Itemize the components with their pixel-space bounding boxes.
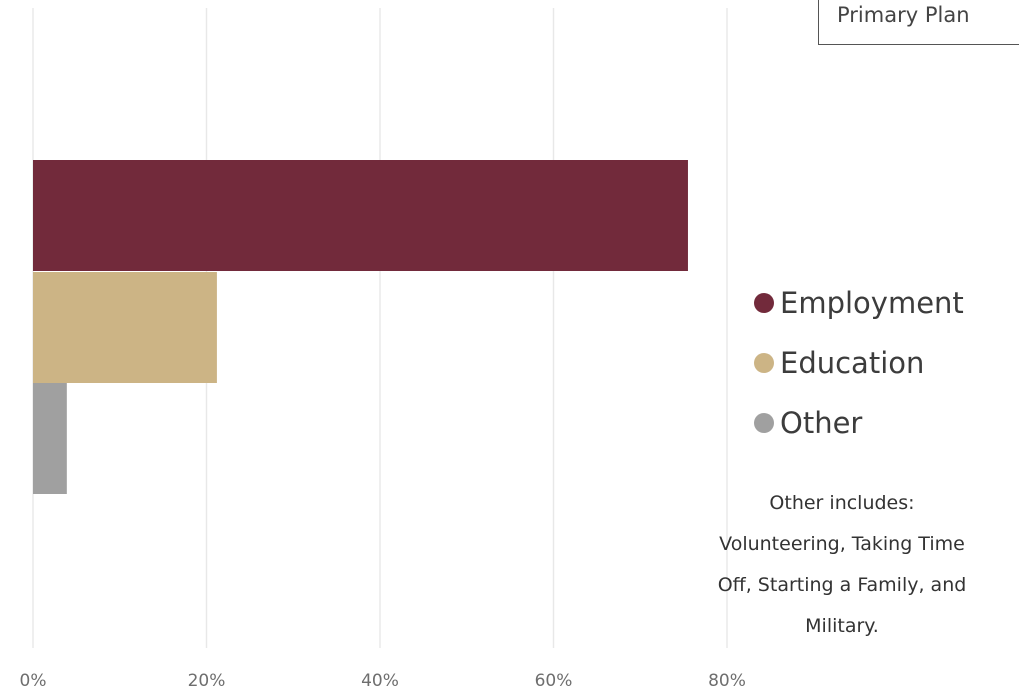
x-axis-ticks: 0% 20% 40% 60% 80% xyxy=(20,671,746,691)
gridlines xyxy=(32,8,728,648)
x-tick-label: 20% xyxy=(188,671,226,691)
x-tick-label: 40% xyxy=(361,671,399,691)
bar-employment[interactable] xyxy=(33,160,688,271)
legend: Employment Education Other xyxy=(754,273,964,453)
legend-dot-education-icon xyxy=(754,353,774,373)
legend-label: Education xyxy=(780,345,925,380)
bar-education[interactable] xyxy=(33,272,217,383)
legend-dot-employment-icon xyxy=(754,293,774,313)
other-includes-note: Other includes: Volunteering, Taking Tim… xyxy=(717,492,967,637)
bar-other[interactable] xyxy=(33,383,67,494)
x-tick-label: 0% xyxy=(20,671,47,691)
legend-label: Other xyxy=(780,405,863,440)
legend-item-education[interactable]: Education xyxy=(754,333,964,393)
bars xyxy=(33,160,688,494)
x-tick-label: 80% xyxy=(708,671,746,691)
x-tick-label: 60% xyxy=(535,671,573,691)
legend-label: Employment xyxy=(780,285,964,320)
legend-item-other[interactable]: Other xyxy=(754,393,964,453)
legend-dot-other-icon xyxy=(754,413,774,433)
primary-plan-label[interactable]: Primary Plan xyxy=(818,0,1019,45)
legend-item-employment[interactable]: Employment xyxy=(754,273,964,333)
